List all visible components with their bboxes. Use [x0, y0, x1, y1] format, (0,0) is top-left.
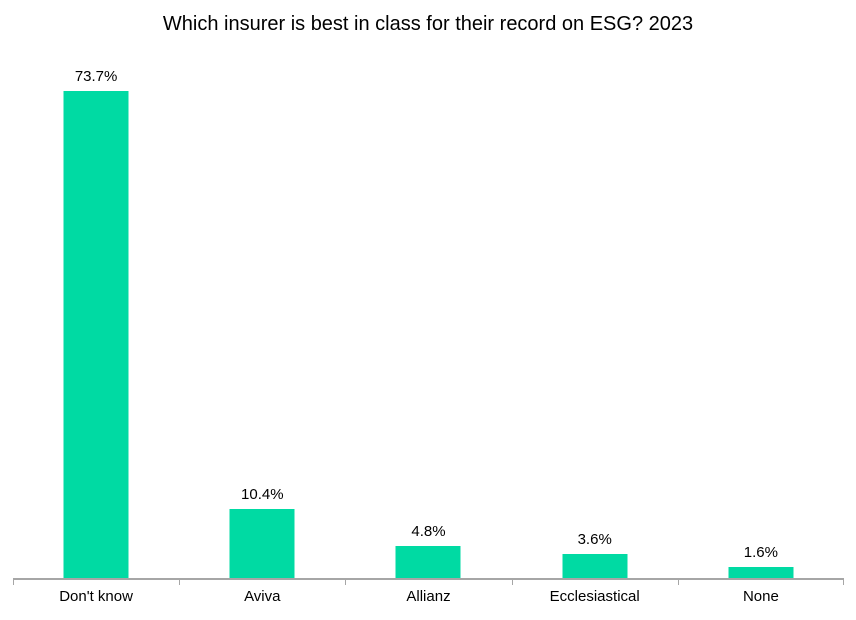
bar-value-label-none: 1.6% [743, 544, 778, 562]
bar-value-label-ecclesiastical: 3.6% [577, 531, 612, 549]
x-axis-line [13, 578, 844, 580]
bar-don-t-know [63, 90, 129, 578]
x-axis-category-label-allianz: Allianz [406, 588, 451, 605]
x-axis-tick [843, 580, 844, 585]
plot-area: 73.7% 10.4% 4.8% 3.6% 1.6% [13, 49, 844, 585]
x-axis-category-label-aviva: Aviva [244, 588, 281, 605]
x-axis-tick [345, 580, 347, 585]
x-axis-category-label-none: None [742, 588, 779, 605]
x-axis-category-label-don-t-know: Don't know [59, 588, 133, 605]
bar-allianz [395, 546, 461, 578]
bar-slot-none: 1.6% [678, 49, 844, 578]
chart-title: Which insurer is best in class for their… [162, 13, 694, 35]
bar-value-label-don-t-know: 73.7% [74, 67, 118, 85]
bar-aviva [229, 509, 295, 578]
x-axis: Don't know Aviva Allianz Ecclesiastical None [13, 588, 844, 610]
bar-value-label-aviva: 10.4% [241, 486, 284, 504]
bar-slot-ecclesiastical: 3.6% [512, 49, 678, 578]
x-axis-tick [179, 580, 181, 585]
bar-slot-don-t-know: 73.7% [13, 49, 179, 578]
x-axis-category-label-ecclesiastical: Ecclesiastical [549, 588, 640, 605]
x-axis-tick [13, 580, 14, 585]
bar-slot-aviva: 10.4% [179, 49, 345, 578]
bar-slot-allianz: 4.8% [345, 49, 511, 578]
x-axis-tick [511, 580, 513, 585]
bar-value-label-allianz: 4.8% [411, 523, 446, 541]
x-axis-tick [677, 580, 679, 585]
bar-ecclesiastical [562, 554, 628, 578]
bar-none [728, 567, 794, 578]
